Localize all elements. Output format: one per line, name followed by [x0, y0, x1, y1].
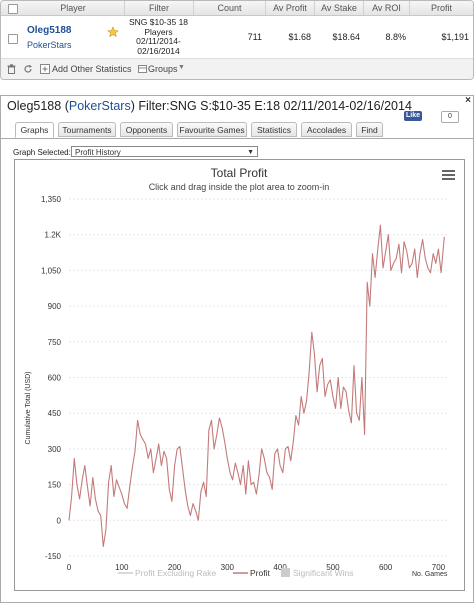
graph-select-dropdown[interactable]: Profit History ▼: [71, 146, 258, 157]
y-tick-label: 150: [48, 481, 62, 490]
chart-subtitle: Click and drag inside the plot area to z…: [149, 182, 330, 192]
av-stake-value: $18.64: [332, 32, 360, 42]
legend-swatch-significant-wins: [281, 568, 290, 577]
y-tick-label: 0: [57, 516, 62, 525]
facebook-like-button[interactable]: Like: [404, 111, 422, 121]
panel-title-player: Oleg5188: [7, 99, 62, 113]
player-table: Player Filter Count Av Profit Av Stake A…: [0, 0, 474, 80]
graph-select-value: Profit History: [75, 148, 121, 157]
y-tick-label: -150: [45, 552, 62, 561]
header-av-roi[interactable]: Av ROI: [364, 1, 410, 15]
groups-icon: [138, 65, 147, 73]
x-tick-label: 100: [115, 563, 129, 572]
y-tick-label: 450: [48, 409, 62, 418]
tab-graphs[interactable]: Graphs: [15, 122, 54, 138]
trash-icon[interactable]: [7, 64, 16, 74]
profit-chart[interactable]: Total Profit Click and drag inside the p…: [15, 160, 464, 590]
dropdown-arrow-icon: ▼: [247, 149, 254, 156]
header-profit[interactable]: Profit: [430, 3, 452, 13]
like-count: 0: [441, 111, 459, 123]
y-tick-label: 750: [48, 338, 62, 347]
x-tick-label: 600: [379, 563, 393, 572]
panel-title-site[interactable]: PokerStars: [68, 99, 131, 113]
panel-title-filter: Filter:SNG S:$10-35 E:18 02/11/2014-02/1…: [138, 99, 412, 113]
y-tick-label: 1,050: [41, 266, 62, 275]
y-axis-ticks: -150 0 150 300 450 600 750 900 1,050 1.2K 1,350: [41, 195, 62, 561]
profit-value: $1,191: [441, 32, 469, 42]
filter-text: SNG $10-35 18 Players 02/11/2014- 02/16/…: [126, 17, 191, 56]
y-axis-label: Cumulative Total (USD): [25, 371, 32, 444]
tab-statistics[interactable]: Statistics: [251, 122, 297, 137]
chart-container[interactable]: Total Profit Click and drag inside the p…: [14, 159, 465, 591]
header-filter[interactable]: Filter: [125, 1, 194, 15]
chart-menu-icon[interactable]: [442, 170, 455, 180]
tab-opponents[interactable]: Opponents: [120, 122, 173, 137]
y-tick-label: 600: [48, 374, 62, 383]
y-tick-label: 300: [48, 445, 62, 454]
player-name-link[interactable]: Oleg5188: [27, 25, 72, 36]
y-tick-label: 900: [48, 302, 62, 311]
tab-accolades[interactable]: Accolades: [301, 122, 352, 137]
graph-selected-label: Graph Selected:: [13, 148, 71, 157]
header-count[interactable]: Count: [194, 1, 266, 15]
tab-bar: Graphs Tournaments Opponents Favourite G…: [1, 121, 473, 139]
chart-series: [68, 224, 445, 548]
panel-title: Oleg5188 (PokerStars) Filter:SNG S:$10-3…: [7, 99, 412, 113]
tab-find[interactable]: Find: [356, 122, 383, 137]
table-header: Player Filter Count Av Profit Av Stake A…: [1, 1, 473, 16]
refresh-icon[interactable]: [23, 64, 33, 74]
header-av-profit[interactable]: Av Profit: [266, 1, 315, 15]
av-profit-value: $1.68: [288, 32, 311, 42]
x-tick-label: 700: [432, 563, 446, 572]
filter-line: 02/16/2014: [137, 45, 180, 56]
header-av-stake[interactable]: Av Stake: [315, 1, 364, 15]
add-other-statistics-button[interactable]: Add Other Statistics: [52, 64, 132, 74]
x-tick-label: 200: [168, 563, 182, 572]
x-axis-ticks: 0 100 200 300 400 500 600 700: [67, 563, 446, 572]
chart-legend[interactable]: Profit Excluding Rake Profit Significant…: [118, 568, 448, 578]
groups-button[interactable]: Groups: [148, 64, 178, 74]
filter-line: 02/11/2014-: [136, 36, 181, 46]
tab-tournaments[interactable]: Tournaments: [58, 122, 116, 137]
av-roi-value: 8.8%: [385, 32, 406, 42]
x-tick-label: 0: [67, 563, 72, 572]
x-axis-label: No. Games: [412, 571, 448, 578]
chart-grid: [69, 198, 449, 557]
y-tick-label: 1.2K: [45, 231, 62, 240]
x-tick-label: 500: [326, 563, 340, 572]
x-tick-label: 400: [273, 563, 287, 572]
header-player[interactable]: Player: [22, 1, 125, 15]
legend-profit[interactable]: Profit: [250, 568, 270, 578]
tab-favourite-games[interactable]: Favourite Games: [177, 122, 247, 137]
filter-line: Players: [144, 26, 173, 37]
series-line-profit[interactable]: [68, 224, 445, 548]
add-stats-icon[interactable]: [40, 64, 50, 74]
close-icon[interactable]: ×: [465, 95, 471, 106]
chart-title: Total Profit: [211, 166, 268, 180]
legend-profit-excluding-rake[interactable]: Profit Excluding Rake: [135, 568, 217, 578]
player-stats-panel: Oleg5188 (PokerStars) Filter:SNG S:$10-3…: [0, 95, 474, 603]
chevron-down-icon[interactable]: ▼: [178, 64, 185, 71]
table-footer: Add Other Statistics Groups ▼: [1, 59, 473, 79]
filter-line: SNG $10-35 18: [128, 17, 189, 27]
select-all-checkbox[interactable]: [8, 4, 18, 14]
favourite-star-icon[interactable]: [107, 26, 119, 38]
x-tick-label: 300: [221, 563, 235, 572]
count-value: 711: [247, 32, 262, 42]
legend-significant-wins[interactable]: Significant Wins: [293, 568, 353, 578]
row-checkbox[interactable]: [8, 34, 18, 44]
table-row[interactable]: Oleg5188 PokerStars SNG $10-35 18 Player…: [1, 16, 473, 59]
y-tick-label: 1,350: [41, 195, 62, 204]
player-site-link[interactable]: PokerStars: [27, 40, 72, 50]
